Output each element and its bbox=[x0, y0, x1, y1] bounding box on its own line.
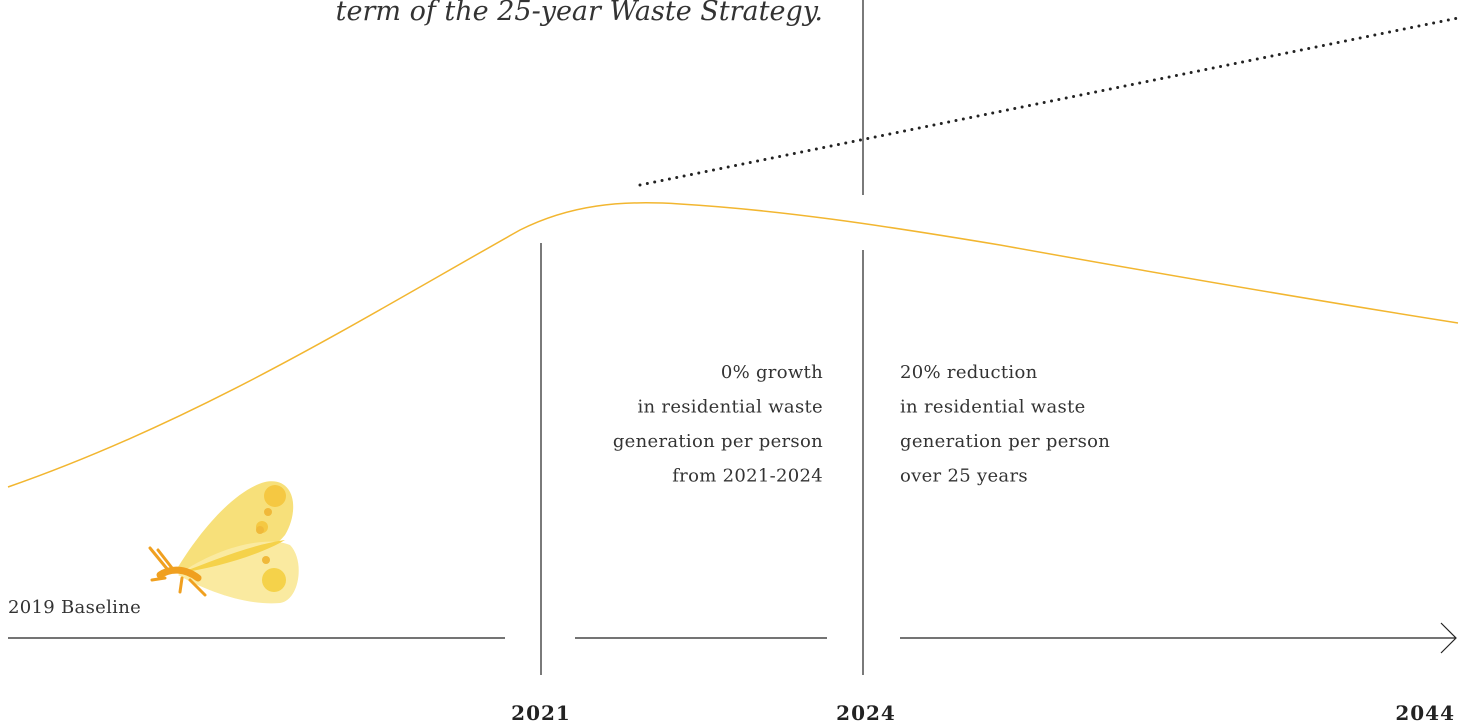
dotted-trend bbox=[640, 18, 1458, 185]
phase-line: 0% growth bbox=[721, 362, 823, 383]
phase-line: 20% reduction bbox=[900, 362, 1038, 383]
phase-text: 20% reduction in residential waste generat… bbox=[900, 362, 1110, 487]
year-label: 2021 bbox=[511, 701, 571, 723]
phase-line: generation per person bbox=[613, 431, 823, 452]
phase-text: 0% growth in residential waste generation … bbox=[613, 362, 823, 487]
butterfly bbox=[150, 481, 299, 603]
phase-line: generation per person bbox=[900, 431, 1110, 452]
page: {"intro": {"text": "term of the 25-year … bbox=[0, 0, 1473, 723]
intro-text: term of the 25-year Waste Strategy. bbox=[336, 0, 823, 27]
year-label: 2044 bbox=[1395, 701, 1455, 723]
infographic: term of the 25-year Waste Strategy. 2019… bbox=[0, 0, 1473, 723]
phase-line: in residential waste bbox=[900, 397, 1086, 418]
baseline-label: 2019 Baseline bbox=[8, 597, 141, 618]
year-label: 2024 bbox=[836, 701, 896, 723]
phase-line: from 2021-2024 bbox=[672, 466, 823, 487]
phase-line: over 25 years bbox=[900, 466, 1028, 487]
phase-line: in residential waste bbox=[637, 397, 823, 418]
